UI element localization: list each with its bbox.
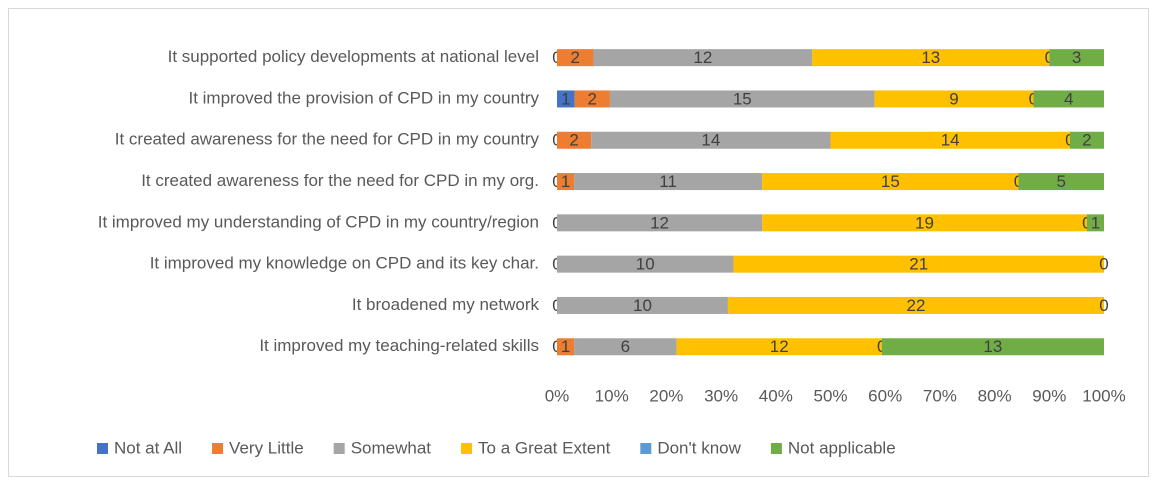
bar-segment [727,296,1104,314]
data-label: 9 [949,89,958,108]
data-label: 2 [588,89,597,108]
y-tick-label: It improved my teaching-related skills [259,336,539,355]
bar-segment [762,214,1087,232]
bar-segment [557,49,594,67]
legend-swatch [97,443,108,454]
legend-swatch [640,443,652,454]
bar-segment [557,296,728,314]
x-tick-label: 100% [1082,386,1125,405]
bar-segment [1086,214,1104,232]
y-tick-label: It improved the provision of CPD in my c… [188,88,539,107]
bar-segment [874,90,1034,108]
data-label: 2 [570,48,579,67]
y-tick-label: It created awareness for the need for CP… [141,171,539,190]
x-tick-label: 60% [868,386,902,405]
data-label: 0 [1099,296,1108,315]
bar-segment [593,49,813,67]
legend-label: Not applicable [788,438,896,457]
legend-label: Somewhat [351,438,432,457]
legend-swatch [212,443,224,454]
x-tick-label: 0% [545,386,570,405]
data-label: 0 [1099,255,1108,274]
data-label: 22 [907,296,926,315]
bar-segment [812,49,1050,67]
bar-segment [557,255,734,273]
x-tick-label: 10% [595,386,629,405]
y-tick-label: It created awareness for the need for CP… [115,130,540,149]
bar-segment [676,338,882,356]
data-label: 1 [561,89,570,108]
data-label: 1 [1091,213,1100,232]
y-tick-label: It improved my knowledge on CPD and its … [150,254,539,273]
data-label: 12 [693,48,712,67]
x-tick-label: 70% [923,386,957,405]
data-label: 19 [915,213,934,232]
bar-segment [574,90,610,108]
legend-label: Not at All [114,438,182,457]
data-label: 21 [909,255,928,274]
data-label: 10 [636,255,655,274]
y-tick-label: It improved my understanding of CPD in m… [98,212,539,231]
y-tick-label: It supported policy developments at nati… [168,47,539,66]
data-label: 1 [561,172,570,191]
bar-segment [881,338,1104,356]
data-label: 15 [733,89,752,108]
data-label: 12 [650,213,669,232]
x-tick-label: 50% [813,386,847,405]
bar-segment [591,131,831,149]
x-tick-label: 20% [649,386,683,405]
x-tick-label: 40% [759,386,793,405]
data-label: 3 [1072,48,1081,67]
bar-segment [830,131,1070,149]
data-label: 2 [569,131,578,150]
data-label: 4 [1064,89,1073,108]
bar-segment [609,90,875,108]
data-label: 13 [983,337,1002,356]
data-label: 10 [633,296,652,315]
bar-segment [762,173,1019,191]
data-label: 12 [770,337,789,356]
data-label: 6 [621,337,630,356]
legend-swatch [333,443,345,454]
legend-label: To a Great Extent [478,438,611,457]
bar-segment [1018,173,1104,191]
bar-segment [557,90,575,108]
data-label: 2 [1082,131,1091,150]
legend-swatch [461,443,473,454]
data-label: 5 [1057,172,1066,191]
bar-segment [557,131,592,149]
data-label: 11 [659,172,677,191]
data-label: 14 [701,131,720,150]
x-tick-label: 80% [978,386,1012,405]
bar-segment [733,255,1104,273]
x-tick-label: 30% [704,386,738,405]
chart-frame [8,8,1149,477]
bar-segment [1049,49,1104,67]
bar-segment [1033,90,1104,108]
legend-label: Very Little [229,438,304,457]
bar-segment [557,173,575,191]
y-tick-label: It broadened my network [352,295,540,314]
bar-segment [574,173,763,191]
bar-segment [1069,131,1104,149]
bar-segment [557,214,763,232]
data-label: 14 [941,131,960,150]
bar-segment [557,338,575,356]
data-label: 1 [561,337,570,356]
data-label: 15 [881,172,900,191]
data-label: 13 [921,48,940,67]
legend-label: Don't know [657,438,741,457]
bar-segment [574,338,677,356]
legend-swatch [770,443,782,454]
x-tick-label: 90% [1032,386,1066,405]
